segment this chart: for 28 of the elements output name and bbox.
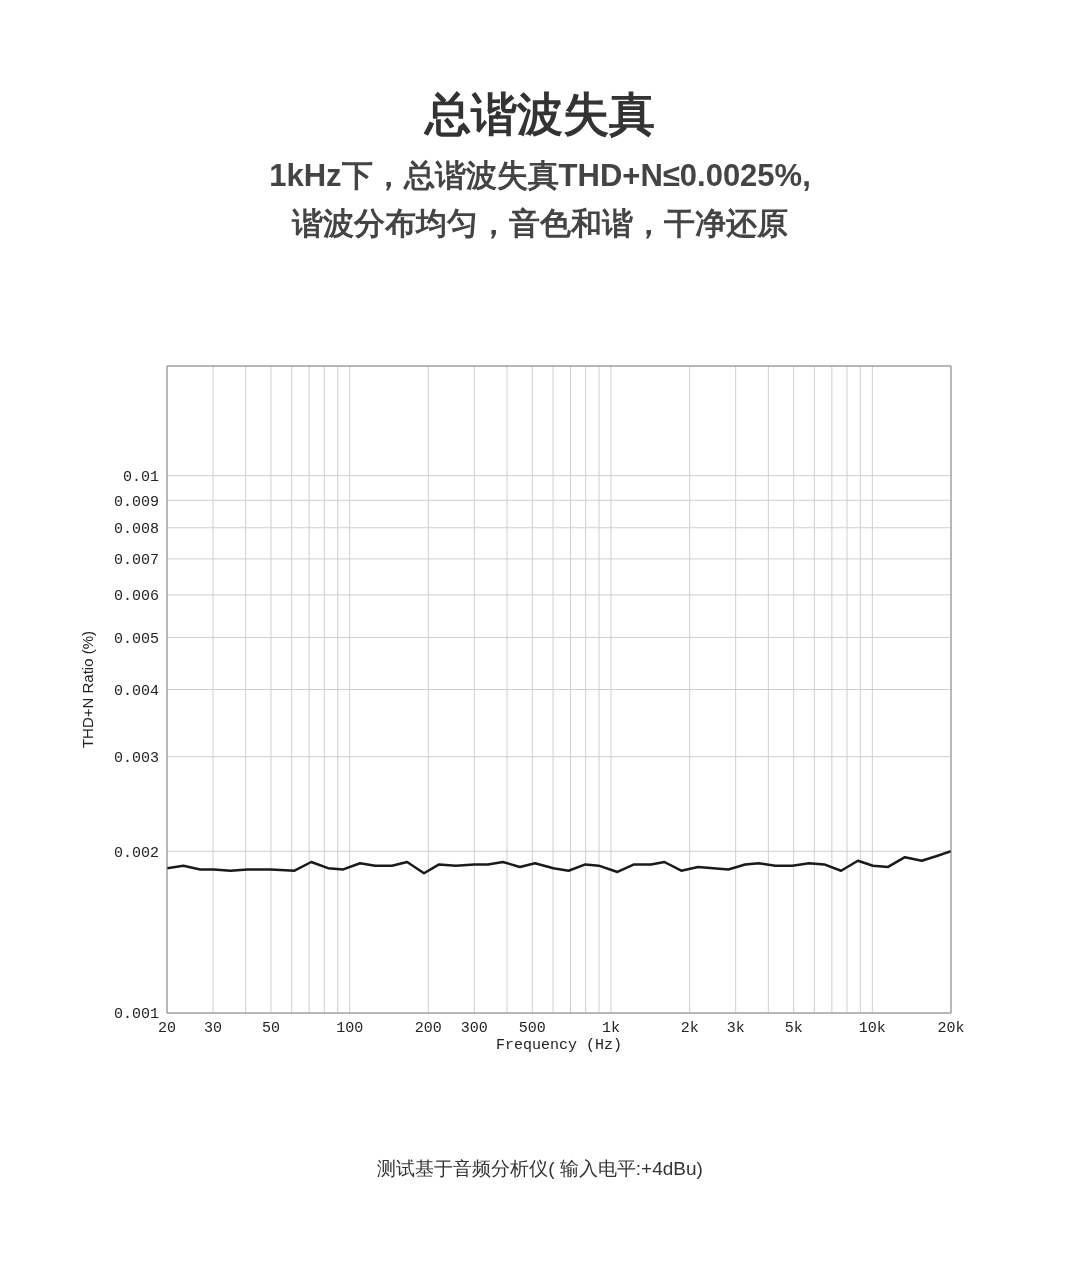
y-tick-label: 0.001 bbox=[113, 1006, 159, 1024]
x-tick-label: 500 bbox=[518, 1019, 546, 1037]
y-tick-label: 0.01 bbox=[122, 469, 159, 486]
y-tick-label: 0.003 bbox=[113, 749, 159, 767]
y-axis-title: THD+N Ratio (%) bbox=[79, 630, 97, 749]
x-tick-label: 200 bbox=[414, 1019, 442, 1037]
y-tick-label: 0.006 bbox=[113, 588, 159, 606]
y-tick-label: 0.004 bbox=[113, 682, 159, 700]
y-tick-label: 0.005 bbox=[113, 630, 159, 648]
x-tick-label: 10k bbox=[858, 1019, 886, 1037]
y-tick-label: 0.009 bbox=[113, 493, 159, 511]
x-tick-label: 2k bbox=[680, 1019, 699, 1037]
x-tick-label: 300 bbox=[460, 1019, 488, 1037]
x-tick-label: 1k bbox=[601, 1019, 621, 1037]
chart-title: 总谐波失真 bbox=[423, 87, 656, 142]
y-tick-label: 0.007 bbox=[113, 552, 159, 570]
y-tick-label: 0.008 bbox=[113, 521, 159, 539]
x-tick-label: 50 bbox=[261, 1019, 280, 1037]
x-tick-label: 100 bbox=[336, 1019, 364, 1037]
x-tick-label: 20 bbox=[157, 1019, 177, 1037]
x-tick-label: 30 bbox=[204, 1019, 223, 1037]
x-tick-label: 5k bbox=[784, 1019, 803, 1037]
y-tick-label: 0.002 bbox=[113, 844, 159, 862]
chart-subtitle: 1kHz下，总谐波失真THD+N≤0.0025%, 谐波分布均匀，音色和谐，干净还原 bbox=[268, 157, 812, 243]
x-axis-title: Frequency (Hz) bbox=[495, 1036, 623, 1054]
x-tick-label: 3k bbox=[726, 1019, 745, 1037]
text: 测试基于音频分析仪( 输入电平:+4dBu) bbox=[376, 1157, 704, 1181]
x-tick-label: 20k bbox=[937, 1019, 965, 1037]
